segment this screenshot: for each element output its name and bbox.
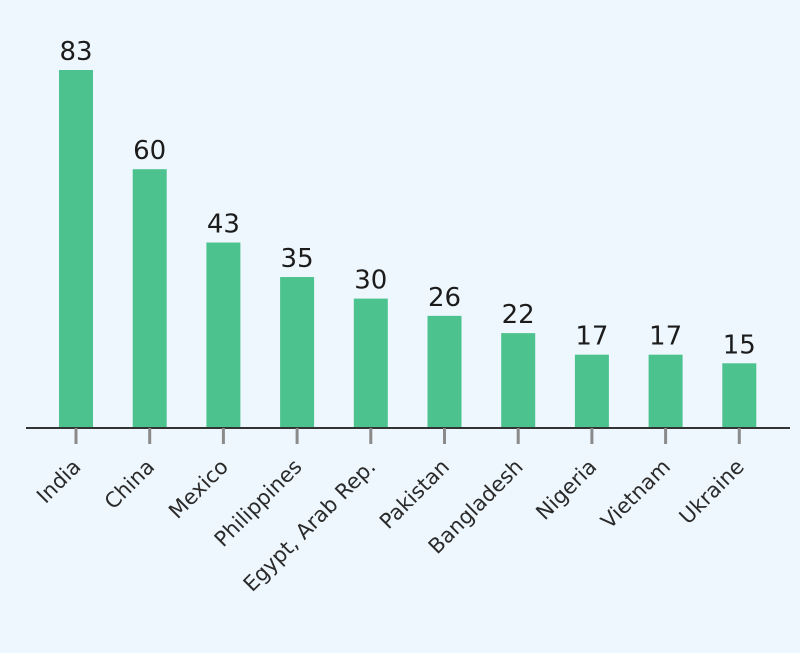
bar-philippines xyxy=(280,277,315,428)
data-label: 30 xyxy=(354,266,387,296)
x-tick-label: China xyxy=(100,455,159,514)
bars-group xyxy=(59,70,757,428)
bar-china xyxy=(132,169,167,428)
data-label: 15 xyxy=(723,330,756,360)
data-label: 35 xyxy=(281,244,314,274)
x-tick-label: Mexico xyxy=(164,455,233,524)
data-label: 26 xyxy=(428,283,461,313)
x-tick-label: India xyxy=(32,455,85,508)
bar-mexico xyxy=(206,242,241,428)
data-label: 17 xyxy=(575,322,608,352)
x-tick-label: Vietnam xyxy=(596,455,675,534)
data-label: 22 xyxy=(502,300,535,330)
bar-vietnam xyxy=(648,354,683,428)
data-label: 17 xyxy=(649,322,682,352)
x-tick-label: Ukraine xyxy=(675,455,749,529)
bar-egypt-arab-rep xyxy=(353,298,388,428)
bar-nigeria xyxy=(574,354,609,428)
x-axis-ticks-group xyxy=(74,428,741,444)
data-label: 43 xyxy=(207,210,240,240)
x-tick-label: Egypt, Arab Rep. xyxy=(239,455,381,597)
bar-pakistan xyxy=(427,315,462,428)
bar-bangladesh xyxy=(501,333,536,428)
x-tick-label: Nigeria xyxy=(531,455,601,525)
bar-india xyxy=(59,70,93,428)
data-label: 60 xyxy=(133,136,166,166)
value-labels-group: 83 60 43 35 30 26 22 17 17 15 xyxy=(59,37,755,360)
bar-ukraine xyxy=(722,363,757,428)
data-label: 83 xyxy=(59,37,92,67)
